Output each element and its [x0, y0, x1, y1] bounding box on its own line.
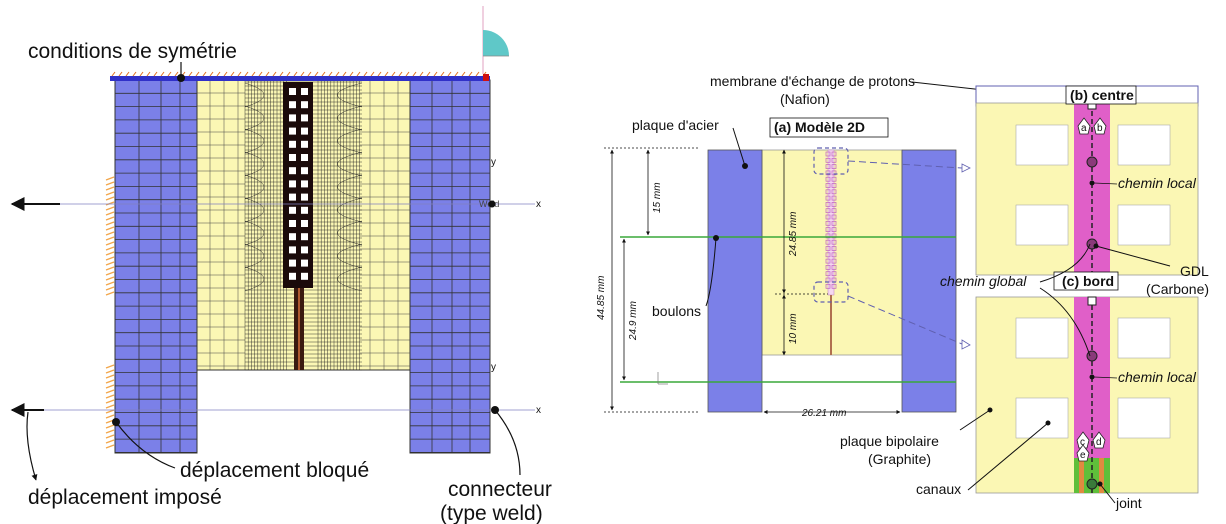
bolt-dot: [713, 235, 719, 241]
gdl-label: GDL: [1180, 263, 1209, 279]
dim-top-offset: 15 mm: [652, 182, 663, 213]
left-steel-plate: [114, 79, 198, 454]
point-a: a: [1081, 123, 1087, 134]
blocked-marks: [105, 176, 115, 449]
edge-zoom: (c) bord c d e chemin local: [975, 271, 1199, 494]
local-path-label-c: chemin local: [1118, 369, 1197, 385]
dim-lower-height: 24.9 mm: [628, 301, 639, 341]
orientation-glyph: [482, 6, 509, 74]
symmetry-label: conditions de symétrie: [28, 40, 237, 63]
membrane-label: membrane d'échange de protons: [710, 73, 915, 89]
axis-y-lower: y: [491, 362, 496, 373]
point-c: c: [1080, 437, 1085, 448]
model-2d-panel: 44.85 mm 24.9 mm 15 mm 24.85 mm 10 mm 26…: [596, 73, 1209, 511]
axis-x-upper: x: [536, 199, 541, 210]
bipolar-sub-label: (Graphite): [868, 451, 931, 467]
membrane-stack: [283, 82, 313, 370]
dim-width: 26.21 mm: [801, 408, 846, 419]
connector-type-label: (type weld): [440, 502, 543, 524]
global-path-label: chemin global: [940, 273, 1027, 289]
bolts-label: boulons: [652, 303, 701, 319]
axis-y-upper: y: [491, 157, 496, 168]
right-steel-plate: [409, 79, 491, 454]
channels-label: canaux: [916, 481, 961, 497]
blocked-dot: [112, 418, 120, 426]
model-title: (a) Modèle 2D: [774, 119, 865, 135]
imposed-label: déplacement imposé: [28, 486, 222, 509]
symmetry-bar: [110, 71, 490, 81]
steel-plate-label: plaque d'acier: [632, 117, 719, 133]
dim-total-height: 44.85 mm: [596, 276, 607, 320]
dim-middle-span: 24.85 mm: [788, 212, 799, 257]
point-d: d: [1096, 437, 1102, 448]
local-path-label-b: chemin local: [1118, 175, 1197, 191]
dimension-lines: [604, 147, 901, 414]
weld-dot-upper: [488, 200, 496, 208]
point-e: e: [1080, 450, 1086, 461]
dim-bottom-offset: 10 mm: [788, 313, 799, 344]
membrane-sub-label: (Nafion): [780, 91, 830, 107]
point-b: b: [1097, 123, 1103, 134]
symmetry-dot: [177, 74, 185, 82]
steel-plate-left-2d: [707, 149, 763, 413]
membrane-2d: [825, 149, 837, 355]
bipolar-label: plaque bipolaire: [840, 433, 939, 449]
steel-dot: [742, 163, 748, 169]
edge-title: (c) bord: [1062, 273, 1114, 289]
fem-mesh-panel: x x y y Weld conditions de symétrie dépl…: [10, 6, 552, 524]
steel-plate-right-2d: [901, 149, 957, 413]
center-title: (b) centre: [1070, 87, 1134, 103]
zoom-box-edge: [813, 281, 849, 303]
axis-x-lower: x: [536, 405, 541, 416]
gasket-label: joint: [1115, 495, 1142, 511]
gdl-sub-label: (Carbone): [1146, 281, 1209, 297]
connector-label: connecteur: [448, 478, 552, 501]
blocked-label: déplacement bloqué: [180, 459, 369, 482]
center-zoom: (b) centre a b chemin local: [975, 85, 1199, 276]
